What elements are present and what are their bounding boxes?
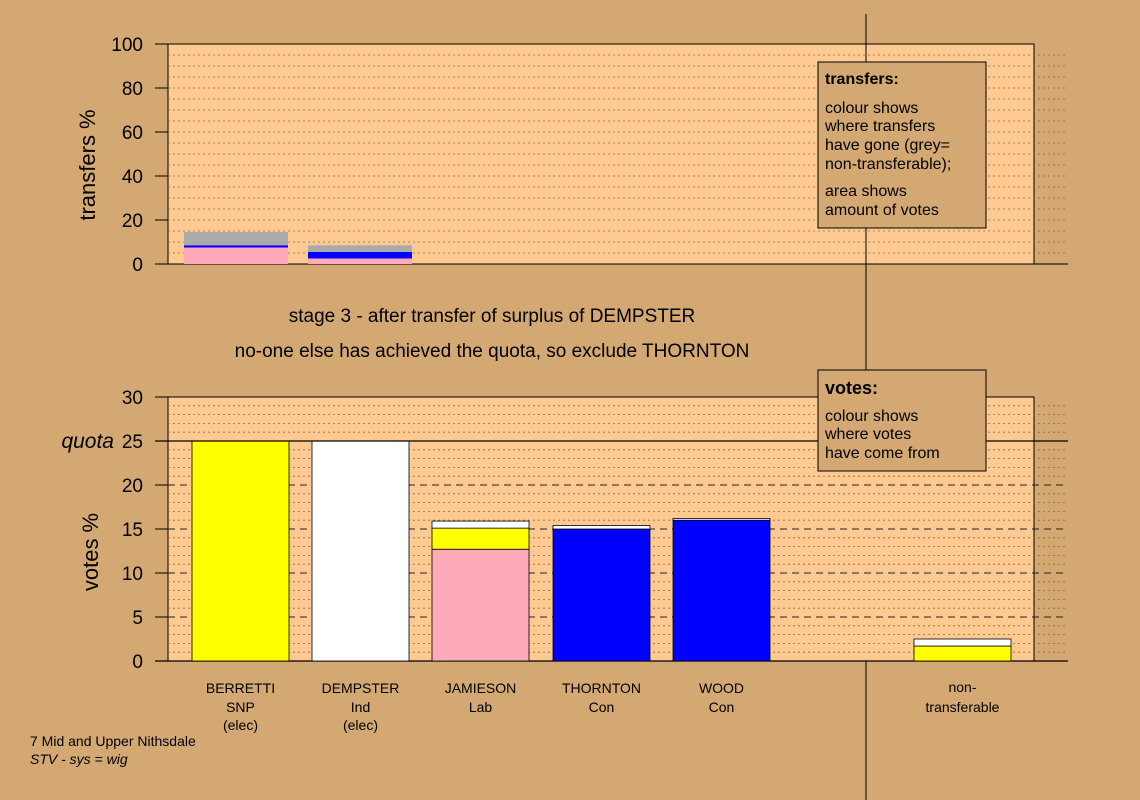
votes-chart: 0 5 10 15 20 25 30 BERRETTI SNP (elec) DEMPSTER In… — [61, 388, 1068, 733]
y-tick-label: 0 — [132, 255, 143, 276]
candidate-party: Con — [709, 699, 735, 715]
vote-bar-segment — [672, 519, 771, 662]
constituency-label: 7 Mid and Upper Nithsdale — [30, 733, 196, 749]
y-tick-label: 5 — [132, 608, 143, 629]
votes-x-labels: BERRETTI SNP (elec) DEMPSTER Ind (elec) JAMIES… — [206, 679, 1000, 733]
y-tick-label: 40 — [122, 167, 143, 188]
vote-bar-segment — [311, 440, 410, 662]
votes-bars — [191, 440, 1012, 662]
y-tick-label: 20 — [122, 476, 143, 497]
transfers-legend-title: transfers: — [825, 71, 899, 88]
system-label: STV - sys = wig — [30, 751, 128, 767]
votes-legend-line: where votes — [824, 426, 911, 443]
candidate-name: THORNTON — [562, 680, 641, 696]
vote-bar-segment — [431, 520, 530, 529]
vote-bar-segment — [913, 645, 1012, 662]
candidate-name: BERRETTI — [206, 680, 275, 696]
stage-caption: stage 3 - after transfer of surplus of D… — [289, 306, 696, 327]
y-tick-label: 60 — [122, 123, 143, 144]
vote-bar-segment — [552, 525, 651, 530]
votes-y-axis-label: votes % — [78, 513, 103, 591]
y-tick-label: 30 — [122, 388, 143, 409]
vote-bar-segment — [191, 440, 290, 662]
y-tick-label: 100 — [111, 35, 143, 56]
transfer-bar-segment — [184, 247, 288, 264]
candidate-status: (elec) — [223, 717, 258, 733]
transfers-legend-line: have gone (grey= — [825, 137, 950, 154]
transfer-bar-segment — [184, 245, 288, 248]
transfers-legend-line: colour shows — [825, 100, 918, 117]
stage-action-caption: no-one else has achieved the quota, so e… — [235, 341, 750, 362]
nontransferable-label: non- — [948, 679, 976, 695]
transfers-bars — [184, 232, 412, 264]
vote-bar-segment — [431, 527, 530, 550]
candidate-name: JAMIESON — [445, 680, 517, 696]
y-tick-label: 10 — [122, 564, 143, 585]
votes-legend-line: colour shows — [825, 408, 918, 425]
candidate-name: DEMPSTER — [322, 680, 400, 696]
quota-label: quota — [61, 430, 114, 453]
votes-legend-box — [817, 369, 987, 472]
transfers-legend-line: amount of votes — [825, 202, 939, 219]
votes-y-ticks: 0 5 10 15 20 25 30 — [122, 388, 1068, 673]
transfer-bar-segment — [308, 258, 412, 264]
y-tick-label: 15 — [122, 520, 143, 541]
vote-bar-segment — [552, 528, 651, 662]
vote-bar-segment — [672, 518, 771, 521]
transfers-legend-line: non-transferable); — [825, 156, 951, 173]
nontransferable-label: transferable — [926, 699, 1000, 715]
y-tick-label: 25 — [122, 432, 143, 453]
transfer-bar-segment — [184, 232, 288, 246]
transfers-legend-box — [817, 61, 987, 229]
transfers-legend-line: where transfers — [824, 118, 935, 135]
candidate-party: Ind — [351, 699, 370, 715]
candidate-name: WOOD — [699, 680, 744, 696]
transfer-bar-segment — [308, 251, 412, 259]
y-tick-label: 0 — [132, 652, 143, 673]
candidate-party: Con — [589, 699, 615, 715]
vote-bar-segment — [913, 638, 1012, 647]
candidate-status: (elec) — [343, 717, 378, 733]
transfers-y-ticks: 0 20 40 60 80 100 — [111, 35, 1068, 276]
transfers-legend: transfers: colour shows where transfers … — [817, 61, 987, 229]
transfers-legend-line: area shows — [825, 183, 907, 200]
y-tick-label: 80 — [122, 79, 143, 100]
votes-legend-line: have come from — [825, 445, 940, 462]
candidate-party: Lab — [469, 699, 493, 715]
transfers-y-axis-label: transfers % — [75, 109, 100, 220]
transfer-bar-segment — [308, 245, 412, 252]
candidate-party: SNP — [226, 699, 255, 715]
vote-bar-segment — [431, 548, 530, 662]
y-tick-label: 20 — [122, 211, 143, 232]
votes-legend: votes: colour shows where votes have com… — [817, 369, 987, 472]
votes-legend-title: votes: — [825, 378, 878, 398]
